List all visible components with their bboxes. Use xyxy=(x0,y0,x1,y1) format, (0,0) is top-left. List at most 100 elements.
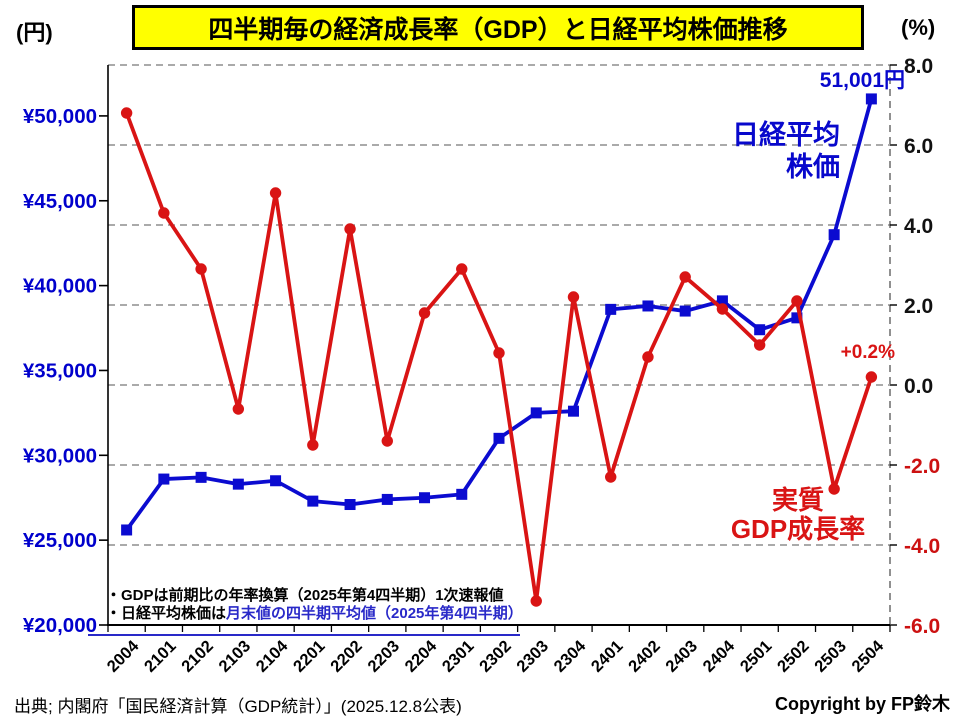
gdp-marker xyxy=(456,263,468,275)
x-axis-label: 2304 xyxy=(551,637,590,676)
nikkei-marker xyxy=(828,229,840,241)
footnote-line2-black: ・日経平均株価は xyxy=(106,605,227,622)
y-axis-left-label: ¥30,000 xyxy=(23,444,97,467)
footnotes: ・GDPは前期比の年率換算（2025年第4四半期）1次速報値 ・日経平均株価は月… xyxy=(106,587,536,623)
nikkei-marker xyxy=(865,93,877,105)
y-axis-left-label: ¥35,000 xyxy=(23,359,97,382)
legend-nikkei-line2: 株価 xyxy=(786,151,840,182)
x-axis-label: 2402 xyxy=(625,637,664,676)
gdp-marker xyxy=(865,371,878,383)
x-axis-label: 2301 xyxy=(439,637,478,676)
y-axis-left-label: ¥40,000 xyxy=(23,275,97,298)
gdp-marker xyxy=(679,271,691,283)
gdp-marker xyxy=(493,347,505,359)
nikkei-marker xyxy=(754,324,766,336)
x-axis-label: 2404 xyxy=(700,637,739,676)
nikkei-marker xyxy=(493,432,505,444)
nikkei-marker xyxy=(567,405,579,417)
y-axis-right-label: 8.0 xyxy=(904,55,933,78)
x-axis-label: 2103 xyxy=(215,637,254,676)
x-axis-label: 2302 xyxy=(476,637,515,676)
gdp-marker xyxy=(158,207,170,219)
nikkei-marker xyxy=(419,492,431,504)
annotation-gdp-last: +0.2% xyxy=(840,342,895,363)
x-axis-label: 2101 xyxy=(141,637,180,676)
legend-gdp-line2: GDP成長率 xyxy=(730,513,866,544)
gdp-marker xyxy=(716,303,729,315)
nikkei-marker xyxy=(605,303,617,315)
nikkei-marker xyxy=(642,300,654,312)
x-axis-label: 2504 xyxy=(849,637,888,676)
gdp-marker xyxy=(418,307,431,319)
x-axis-label: 2501 xyxy=(737,637,776,676)
gdp-marker xyxy=(307,439,319,451)
y-axis-right-label: 0.0 xyxy=(904,375,933,398)
footnote-line2: ・日経平均株価は月末値の四半期平均値（2025年第4四半期） xyxy=(106,605,536,623)
legend-gdp: 実質 GDP成長率 xyxy=(692,486,904,543)
gdp-marker xyxy=(120,107,133,119)
y-axis-right-label: 2.0 xyxy=(904,295,933,318)
nikkei-marker xyxy=(232,478,244,490)
source-text: 出典; 内閣府「国民経済計算（GDP統計）」(2025.12.8公表) xyxy=(14,697,462,716)
nikkei-marker xyxy=(381,493,393,505)
x-axis-label: 2204 xyxy=(402,637,441,676)
gdp-marker xyxy=(530,595,542,607)
y-axis-left-label: ¥25,000 xyxy=(23,529,97,552)
nikkei-marker xyxy=(456,488,468,500)
gdp-marker xyxy=(232,403,245,415)
y-axis-left-label: ¥20,000 xyxy=(23,614,97,637)
legend-gdp-line1: 実質 xyxy=(771,485,824,515)
gdp-marker xyxy=(269,187,282,199)
nikkei-marker xyxy=(530,407,542,419)
nikkei-marker xyxy=(344,499,356,511)
x-axis-label: 2303 xyxy=(513,637,552,676)
x-axis-label: 2201 xyxy=(290,637,329,676)
y-axis-left-label: ¥50,000 xyxy=(23,105,97,128)
x-axis-label: 2202 xyxy=(327,637,366,676)
legend-nikkei: 日経平均 株価 xyxy=(640,120,840,184)
gdp-marker xyxy=(567,291,580,303)
nikkei-marker xyxy=(195,471,207,483)
chart-title-box: 四半期毎の経済成長率（GDP）と日経平均株価推移 xyxy=(132,5,864,50)
footnote-underline xyxy=(88,634,520,636)
y-axis-right-label: -4.0 xyxy=(904,535,940,558)
percent-unit-label: (%) xyxy=(901,15,936,40)
yen-unit-label: (円) xyxy=(16,20,53,45)
gdp-marker xyxy=(753,339,766,351)
y-axis-left-label: ¥45,000 xyxy=(23,190,97,213)
annotation-nikkei-last: 51,001円 xyxy=(819,69,905,92)
x-axis-label: 2104 xyxy=(253,637,292,676)
x-axis-label: 2004 xyxy=(104,637,143,676)
x-axis-label: 2403 xyxy=(662,637,701,676)
gdp-marker xyxy=(381,435,393,447)
footnote-line1: ・GDPは前期比の年率換算（2025年第4四半期）1次速報値 xyxy=(106,587,504,604)
gdp-marker xyxy=(642,351,654,363)
nikkei-marker xyxy=(679,305,691,317)
y-axis-right-label: -2.0 xyxy=(904,455,940,478)
legend-nikkei-line1: 日経平均 xyxy=(732,120,840,150)
gdp-marker xyxy=(344,223,356,235)
y-axis-right-label: 4.0 xyxy=(904,215,933,238)
y-axis-right-label: 6.0 xyxy=(904,135,933,158)
gdp-marker xyxy=(828,483,840,495)
nikkei-marker xyxy=(716,295,728,307)
x-axis-label: 2401 xyxy=(588,637,627,676)
y-axis-right-label: -6.0 xyxy=(904,615,940,638)
copyright-text: Copyright by FP鈴木 xyxy=(775,694,950,714)
nikkei-marker xyxy=(121,524,133,536)
x-axis-label: 2203 xyxy=(364,637,403,676)
nikkei-marker xyxy=(307,495,319,507)
gdp-marker xyxy=(791,295,803,307)
nikkei-marker xyxy=(158,473,170,485)
x-axis-label: 2102 xyxy=(178,637,217,676)
nikkei-marker xyxy=(270,475,282,487)
chart-title: 四半期毎の経済成長率（GDP）と日経平均株価推移 xyxy=(208,15,788,44)
nikkei-marker xyxy=(791,312,803,324)
gdp-marker xyxy=(195,263,207,275)
footnote-line2-blue: 月末値の四半期平均値（2025年第4四半期） xyxy=(226,605,523,622)
x-axis-label: 2503 xyxy=(811,637,850,676)
gdp-marker xyxy=(605,471,617,483)
x-axis-label: 2502 xyxy=(774,637,813,676)
